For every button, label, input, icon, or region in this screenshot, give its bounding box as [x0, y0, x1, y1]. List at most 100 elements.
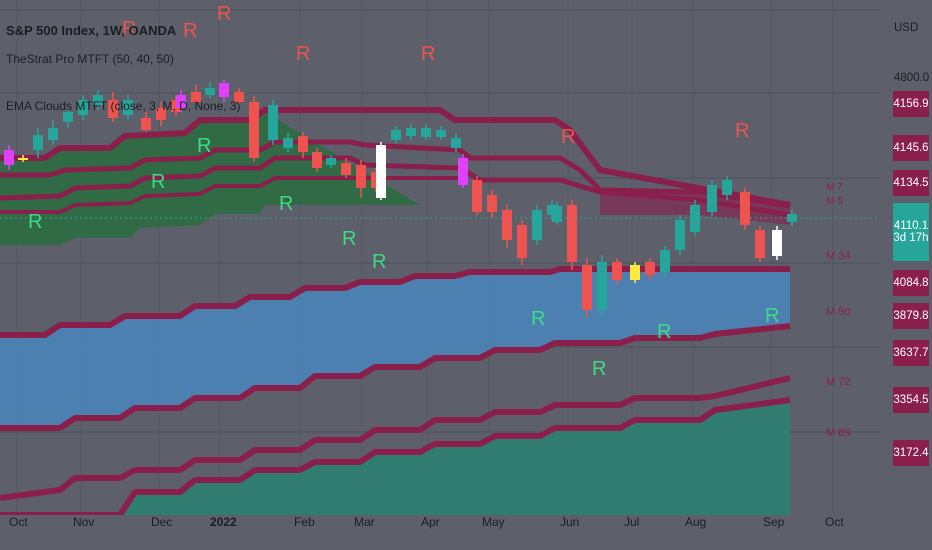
time-axis-label: Nov — [73, 515, 95, 529]
price-badge: 3637.7 — [893, 340, 929, 366]
ema-clouds-indicator-legend[interactable]: EMA Clouds MTFT (close, 3, M, D, None, 3… — [6, 99, 241, 113]
candle-body — [376, 145, 386, 198]
reversal-marker: R — [217, 3, 231, 25]
price-badge: 3354.5 — [893, 387, 929, 413]
candle-body — [234, 92, 244, 102]
reversal-marker: R — [531, 308, 545, 330]
time-axis-label: 2022 — [210, 515, 237, 529]
candle-body — [108, 100, 118, 118]
time-axis-label: Feb — [294, 515, 315, 529]
ema-band-line — [0, 139, 791, 209]
candle-body — [205, 88, 215, 95]
reversal-marker: R — [151, 171, 165, 193]
candle-body — [156, 108, 166, 120]
time-axis-label: Mar — [354, 515, 375, 529]
candle-body — [787, 214, 797, 222]
reversal-marker: R — [183, 20, 197, 42]
candle-body — [487, 195, 497, 212]
ema-band-line — [0, 323, 791, 431]
candle-body — [48, 128, 58, 140]
candle-body — [675, 220, 685, 250]
time-axis-label: Oct — [9, 515, 28, 529]
price-badge: 4156.9 — [893, 91, 929, 117]
price-badge: 3879.8 — [893, 303, 929, 329]
time-axis-label: Aug — [685, 515, 707, 529]
current-price-badge: 4110.1 3d 17h — [893, 203, 929, 261]
candle-body — [406, 128, 416, 136]
candle-body — [722, 180, 732, 195]
ma-label: M 50 — [826, 306, 851, 318]
reversal-marker: R — [657, 321, 671, 343]
reversal-marker: R — [735, 120, 749, 142]
candle-body — [123, 100, 133, 115]
candle-body — [772, 230, 782, 256]
price-tick-label: 4800.0 — [894, 72, 930, 84]
blue-ema-cloud — [0, 269, 790, 428]
time-axis-label: May — [482, 515, 505, 529]
candle-body — [141, 118, 151, 130]
ma-tag: M 7 — [826, 182, 843, 193]
ma-label: M 89 — [826, 427, 851, 439]
candle-body — [630, 265, 640, 280]
strat-indicator-legend[interactable]: TheStrat Pro MTFT (50, 40, 50) — [6, 52, 174, 66]
candle-body — [690, 205, 700, 232]
candle-body — [755, 230, 765, 258]
reversal-marker: R — [28, 211, 42, 233]
candle-body — [451, 138, 461, 148]
ma-tag: M 5 — [826, 196, 843, 207]
candle-body — [93, 95, 103, 105]
candle-body — [298, 136, 308, 152]
candle-body — [176, 95, 186, 108]
time-axis-label: Dec — [151, 515, 173, 529]
symbol-title[interactable]: S&P 500 Index, 1W, OANDA — [6, 23, 177, 38]
candle-body — [33, 135, 43, 150]
reversal-marker: R — [279, 193, 293, 215]
candle-body — [582, 265, 592, 310]
reversal-marker: R — [122, 18, 136, 40]
current-price-value: 4110.1 — [893, 220, 929, 232]
candle-body — [436, 130, 446, 137]
candle-body — [191, 92, 201, 102]
candle-body — [612, 262, 622, 280]
ema-band-line — [0, 266, 790, 338]
reversal-marker: R — [296, 43, 310, 65]
candle-body — [567, 205, 577, 262]
candle-body — [341, 163, 351, 175]
candle-body — [312, 152, 322, 168]
price-badge: 4134.5 — [893, 170, 929, 196]
candle-body — [283, 138, 293, 148]
candle-body — [391, 130, 401, 140]
reversal-marker: R — [561, 126, 575, 148]
price-badge: 4084.8 — [893, 270, 929, 296]
green-ema-cloud — [0, 112, 420, 245]
candle-body — [219, 83, 229, 97]
candle-body — [517, 225, 527, 258]
time-axis-label: Apr — [421, 515, 440, 529]
candle-body — [249, 102, 259, 158]
ema-band-line — [0, 397, 791, 515]
price-badge: 4145.6 — [893, 135, 929, 161]
reversal-marker: R — [592, 358, 606, 380]
reversal-marker: R — [372, 251, 386, 273]
candle-body — [78, 100, 88, 115]
candle-body — [63, 112, 73, 122]
time-axis-label: Sep — [763, 515, 785, 529]
currency-label: USD — [894, 22, 919, 34]
ema-band-line — [0, 176, 460, 214]
candle-body — [421, 128, 431, 137]
reversal-marker: R — [342, 228, 356, 250]
time-axis-label: Jun — [560, 515, 580, 529]
bar-countdown: 3d 17h — [893, 232, 929, 244]
candle-body — [597, 262, 607, 310]
candle-body — [740, 192, 750, 225]
candle-body — [645, 262, 655, 275]
candle-body — [18, 158, 28, 160]
time-axis-label: Jul — [624, 515, 640, 529]
candle-body — [4, 150, 14, 165]
candle-body — [326, 158, 336, 165]
ma-label: M 34 — [826, 250, 851, 262]
time-axis[interactable] — [0, 515, 932, 550]
candle-body — [707, 185, 717, 212]
